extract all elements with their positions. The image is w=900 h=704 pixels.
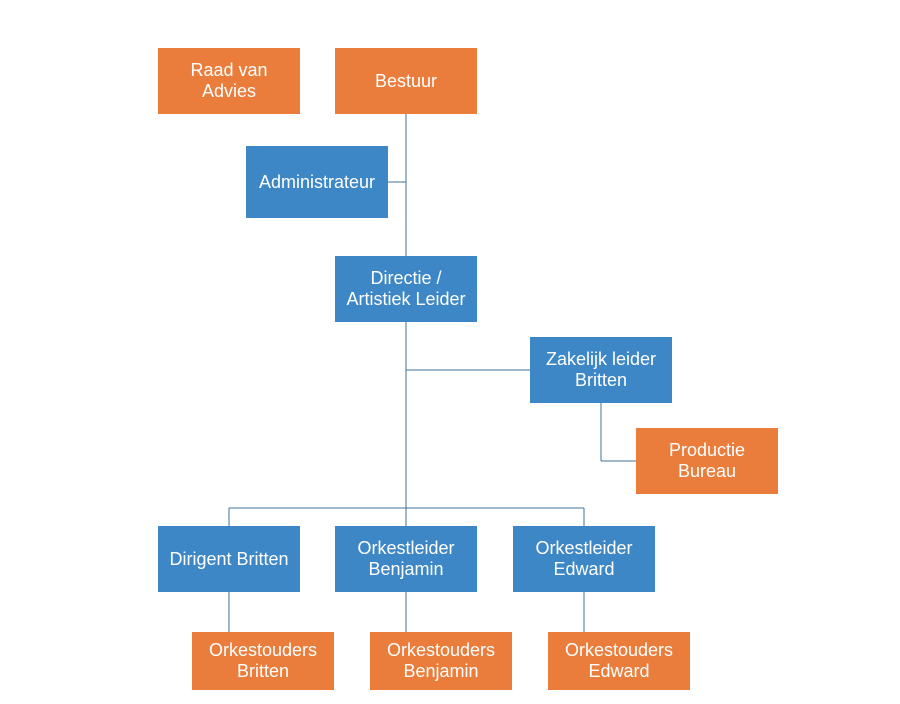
node-administrateur: Administrateur — [246, 146, 388, 218]
node-label: Directie / Artistiek Leider — [341, 268, 471, 309]
node-orkestouders-brit: Orkestouders Britten — [192, 632, 334, 690]
node-label: Orkestouders Edward — [554, 640, 684, 681]
node-raad-van-advies: Raad van Advies — [158, 48, 300, 114]
node-zakelijk-leider: Zakelijk leider Britten — [530, 337, 672, 403]
node-productie-bureau: Productie Bureau — [636, 428, 778, 494]
node-label: Orkestleider Benjamin — [341, 538, 471, 579]
node-label: Raad van Advies — [164, 60, 294, 101]
node-label: Orkestouders Benjamin — [376, 640, 506, 681]
node-label: Productie Bureau — [642, 440, 772, 481]
node-bestuur: Bestuur — [335, 48, 477, 114]
node-label: Orkestouders Britten — [198, 640, 328, 681]
node-directie: Directie / Artistiek Leider — [335, 256, 477, 322]
node-label: Zakelijk leider Britten — [536, 349, 666, 390]
node-label: Bestuur — [375, 71, 437, 92]
node-label: Orkestleider Edward — [519, 538, 649, 579]
node-orkestouders-ben: Orkestouders Benjamin — [370, 632, 512, 690]
node-orkestouders-edw: Orkestouders Edward — [548, 632, 690, 690]
node-label: Administrateur — [259, 172, 375, 193]
node-orkestleider-ben: Orkestleider Benjamin — [335, 526, 477, 592]
node-dirigent-britten: Dirigent Britten — [158, 526, 300, 592]
node-orkestleider-edw: Orkestleider Edward — [513, 526, 655, 592]
node-label: Dirigent Britten — [169, 549, 288, 570]
org-chart-canvas: Raad van Advies Bestuur Administrateur Dire… — [0, 0, 900, 704]
